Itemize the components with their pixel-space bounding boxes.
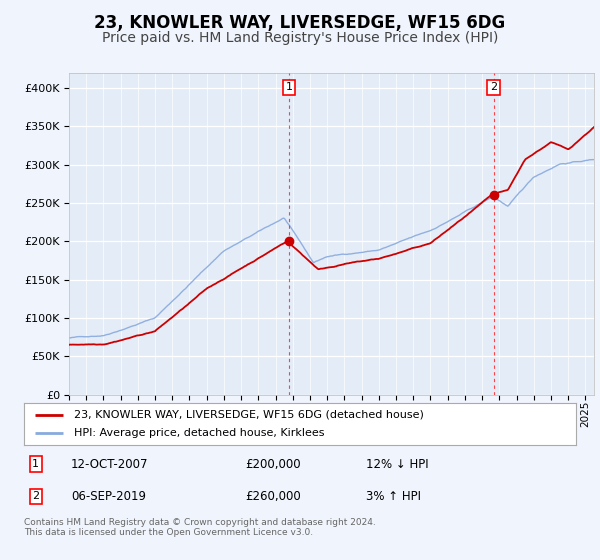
Text: £200,000: £200,000 (245, 458, 301, 470)
Text: 2: 2 (490, 82, 497, 92)
Text: 2: 2 (32, 491, 40, 501)
Text: 12-OCT-2007: 12-OCT-2007 (71, 458, 148, 470)
Text: 23, KNOWLER WAY, LIVERSEDGE, WF15 6DG (detached house): 23, KNOWLER WAY, LIVERSEDGE, WF15 6DG (d… (74, 410, 424, 420)
Text: 1: 1 (286, 82, 292, 92)
Text: 1: 1 (32, 459, 39, 469)
Text: Price paid vs. HM Land Registry's House Price Index (HPI): Price paid vs. HM Land Registry's House … (102, 31, 498, 45)
Text: £260,000: £260,000 (245, 490, 301, 503)
Text: 3% ↑ HPI: 3% ↑ HPI (366, 490, 421, 503)
Text: 06-SEP-2019: 06-SEP-2019 (71, 490, 146, 503)
Text: HPI: Average price, detached house, Kirklees: HPI: Average price, detached house, Kirk… (74, 428, 324, 438)
Text: Contains HM Land Registry data © Crown copyright and database right 2024.
This d: Contains HM Land Registry data © Crown c… (24, 518, 376, 538)
Text: 23, KNOWLER WAY, LIVERSEDGE, WF15 6DG: 23, KNOWLER WAY, LIVERSEDGE, WF15 6DG (94, 14, 506, 32)
Text: 12% ↓ HPI: 12% ↓ HPI (366, 458, 429, 470)
